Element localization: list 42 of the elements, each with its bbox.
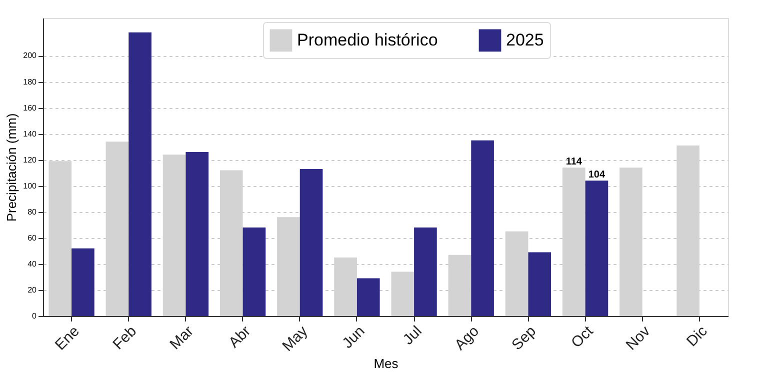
y-tick-label: 100 [23, 181, 38, 190]
x-tick-label: Abr [226, 322, 254, 352]
legend-label: 2025 [506, 30, 544, 50]
bar [356, 278, 380, 316]
bar [528, 252, 552, 316]
bar [391, 272, 414, 316]
y-tick-label: 180 [23, 77, 38, 86]
y-axis-title: Precipitación (mm) [4, 113, 20, 222]
x-tick-label: Jun [339, 322, 368, 352]
bar [72, 248, 94, 316]
data-label: 104 [588, 170, 606, 181]
legend-label: Promedio histórico [297, 30, 438, 50]
x-tick-label: Nov [622, 322, 654, 354]
x-tick-label: Mar [166, 322, 198, 354]
x-tick-label: Ago [452, 322, 482, 354]
y-tick-label: 40 [28, 259, 38, 268]
y-tick-label: 0 [32, 312, 38, 320]
x-axis-title: Mes [374, 356, 399, 372]
y-tick-label: 80 [28, 207, 38, 216]
x-tick-label: Dic [683, 322, 712, 350]
y-tick-label: 160 [23, 103, 38, 112]
bar [300, 168, 323, 316]
y-tick-label: 140 [23, 129, 38, 138]
y-tick-label: 60 [28, 233, 38, 242]
bar [186, 152, 209, 316]
x-tick-label: May [279, 322, 312, 355]
x-tick-label: Jul [400, 322, 426, 348]
x-tick-label: Sep [508, 322, 540, 354]
bar [162, 154, 186, 316]
bar [242, 228, 266, 316]
bar [128, 32, 152, 316]
y-tick-label: 200 [23, 51, 38, 60]
y-tick-label: 20 [28, 285, 38, 294]
data-label: 114 [566, 156, 582, 168]
x-tick-label: Oct [568, 322, 598, 352]
x-tick-label: Ene [52, 322, 83, 354]
bar [585, 180, 608, 316]
bar [277, 217, 300, 316]
bar [414, 228, 437, 316]
bar [471, 140, 494, 316]
y-tick-label: 120 [23, 155, 38, 164]
x-tick-label: Feb [110, 322, 140, 354]
